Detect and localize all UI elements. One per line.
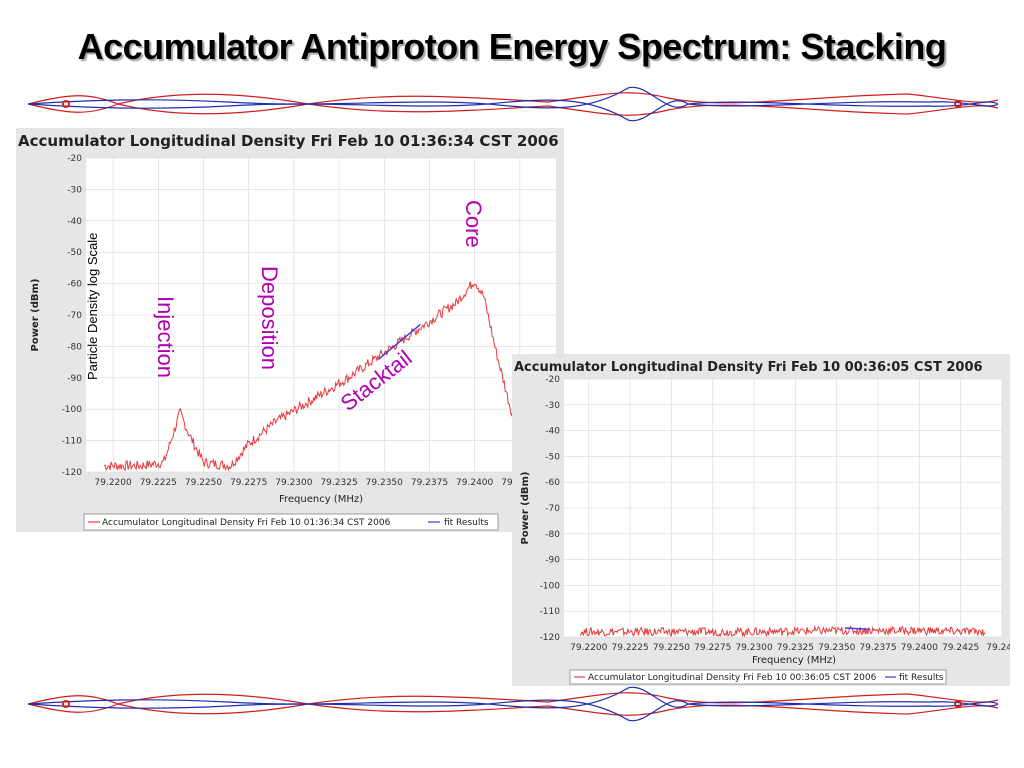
chart-title: Accumulator Longitudinal Density Fri Feb… bbox=[18, 132, 559, 150]
x-axis-label: Frequency (MHz) bbox=[752, 655, 836, 666]
y-tick-label: -20 bbox=[67, 154, 82, 164]
y-tick-label: -30 bbox=[67, 185, 82, 195]
y-tick-label: -20 bbox=[545, 375, 560, 385]
y-tick-label: -100 bbox=[62, 405, 83, 415]
x-tick-label: 79.2225 bbox=[612, 643, 649, 653]
x-tick-label: 79.2325 bbox=[777, 643, 814, 653]
y-tick-label: -40 bbox=[67, 217, 82, 227]
y-tick-label: -60 bbox=[545, 478, 560, 488]
series-fit-line bbox=[378, 323, 421, 360]
chart-svg-01-36-34: Accumulator Longitudinal Density Fri Feb… bbox=[18, 132, 559, 531]
x-tick-label: 79.2400 bbox=[456, 478, 493, 488]
x-tick-label: 79.2300 bbox=[735, 643, 772, 653]
x-tick-label: 79.2350 bbox=[366, 478, 403, 488]
y-tick-label: -50 bbox=[545, 452, 560, 462]
y-tick-label: -70 bbox=[67, 311, 82, 321]
x-tick-label: 79.2375 bbox=[411, 478, 448, 488]
legend-entry-fit: fit Results bbox=[899, 673, 944, 683]
x-axis-label: Frequency (MHz) bbox=[279, 494, 363, 505]
y-tick-label: -90 bbox=[545, 556, 560, 566]
x-tick-label: 79.2225 bbox=[140, 478, 177, 488]
x-tick-label: 79.2400 bbox=[901, 643, 938, 653]
grid bbox=[564, 378, 1003, 638]
x-tick-label: 79.2200 bbox=[570, 643, 607, 653]
y-axis-label: Power (dBm) bbox=[30, 279, 41, 352]
beam-envelope-decoration-bottom bbox=[28, 686, 998, 722]
y-axis-label: Power (dBm) bbox=[520, 472, 531, 545]
x-tick-label: 79.2250 bbox=[653, 643, 690, 653]
x-tick-labels: 79.2200 79.2225 79.2250 79.2275 79.2300 79.23… bbox=[95, 478, 539, 488]
legend-entry-fit: fit Results bbox=[444, 518, 489, 528]
series-lines bbox=[580, 625, 986, 638]
series-data-line bbox=[103, 281, 526, 472]
x-tick-label: 79.2375 bbox=[859, 643, 896, 653]
y-tick-label: -100 bbox=[540, 581, 561, 591]
x-tick-label: 79.2425 bbox=[942, 643, 979, 653]
x-tick-label: 79.245 bbox=[986, 643, 1010, 653]
y-tick-label: -30 bbox=[545, 401, 560, 411]
slide-title: Accumulator Antiproton Energy Spectrum: … bbox=[77, 26, 947, 67]
grid bbox=[86, 157, 556, 473]
y-tick-label: -60 bbox=[67, 280, 82, 290]
x-tick-label: 79.2275 bbox=[694, 643, 731, 653]
y-tick-label: -40 bbox=[545, 427, 560, 437]
series-data-line bbox=[580, 625, 986, 638]
y-tick-label: -120 bbox=[62, 468, 83, 478]
y-tick-label: -70 bbox=[545, 504, 560, 514]
beam-envelope-decoration-top bbox=[28, 86, 998, 122]
x-tick-label: 79.2350 bbox=[818, 643, 855, 653]
legend-box bbox=[569, 669, 947, 685]
legend-entry-data: Accumulator Longitudinal Density Fri Feb… bbox=[102, 518, 391, 528]
legend-entry-data: Accumulator Longitudinal Density Fri Feb… bbox=[588, 673, 877, 683]
chart-panel-00-36-05: Accumulator Longitudinal Density Fri Feb… bbox=[512, 354, 1010, 686]
y-tick-label: -80 bbox=[67, 342, 82, 352]
y-tick-label: -90 bbox=[67, 374, 82, 384]
x-tick-label: 79.2325 bbox=[320, 478, 357, 488]
series-lines bbox=[103, 281, 526, 472]
x-tick-label: 79.2300 bbox=[275, 478, 312, 488]
y-tick-label: -110 bbox=[62, 437, 83, 447]
y-tick-label: -110 bbox=[540, 607, 561, 617]
x-tick-label: 79.2250 bbox=[185, 478, 222, 488]
chart-svg-00-36-05: Accumulator Longitudinal Density Fri Feb… bbox=[514, 360, 1010, 685]
x-tick-label: 79.2275 bbox=[230, 478, 267, 488]
y-tick-label: -120 bbox=[540, 633, 561, 643]
series-fit-line bbox=[844, 627, 870, 630]
x-tick-label: 79.2200 bbox=[95, 478, 132, 488]
y-tick-labels: -20 -30 -40 -50 -60 -70 -80 -90 -100 -110 -120 bbox=[62, 154, 83, 478]
chart-title: Accumulator Longitudinal Density Fri Feb… bbox=[514, 360, 983, 375]
legend-box bbox=[83, 513, 499, 531]
y-tick-label: -50 bbox=[67, 248, 82, 258]
chart-panel-01-36-34: Accumulator Longitudinal Density Fri Feb… bbox=[16, 128, 564, 532]
x-tick-labels: 79.2200 79.2225 79.2250 79.2275 79.2300 79.23… bbox=[570, 643, 1010, 653]
y-tick-labels: -20 -30 -40 -50 -60 -70 -80 -90 -100 -110 -120 bbox=[540, 375, 561, 643]
y-tick-label: -80 bbox=[545, 530, 560, 540]
